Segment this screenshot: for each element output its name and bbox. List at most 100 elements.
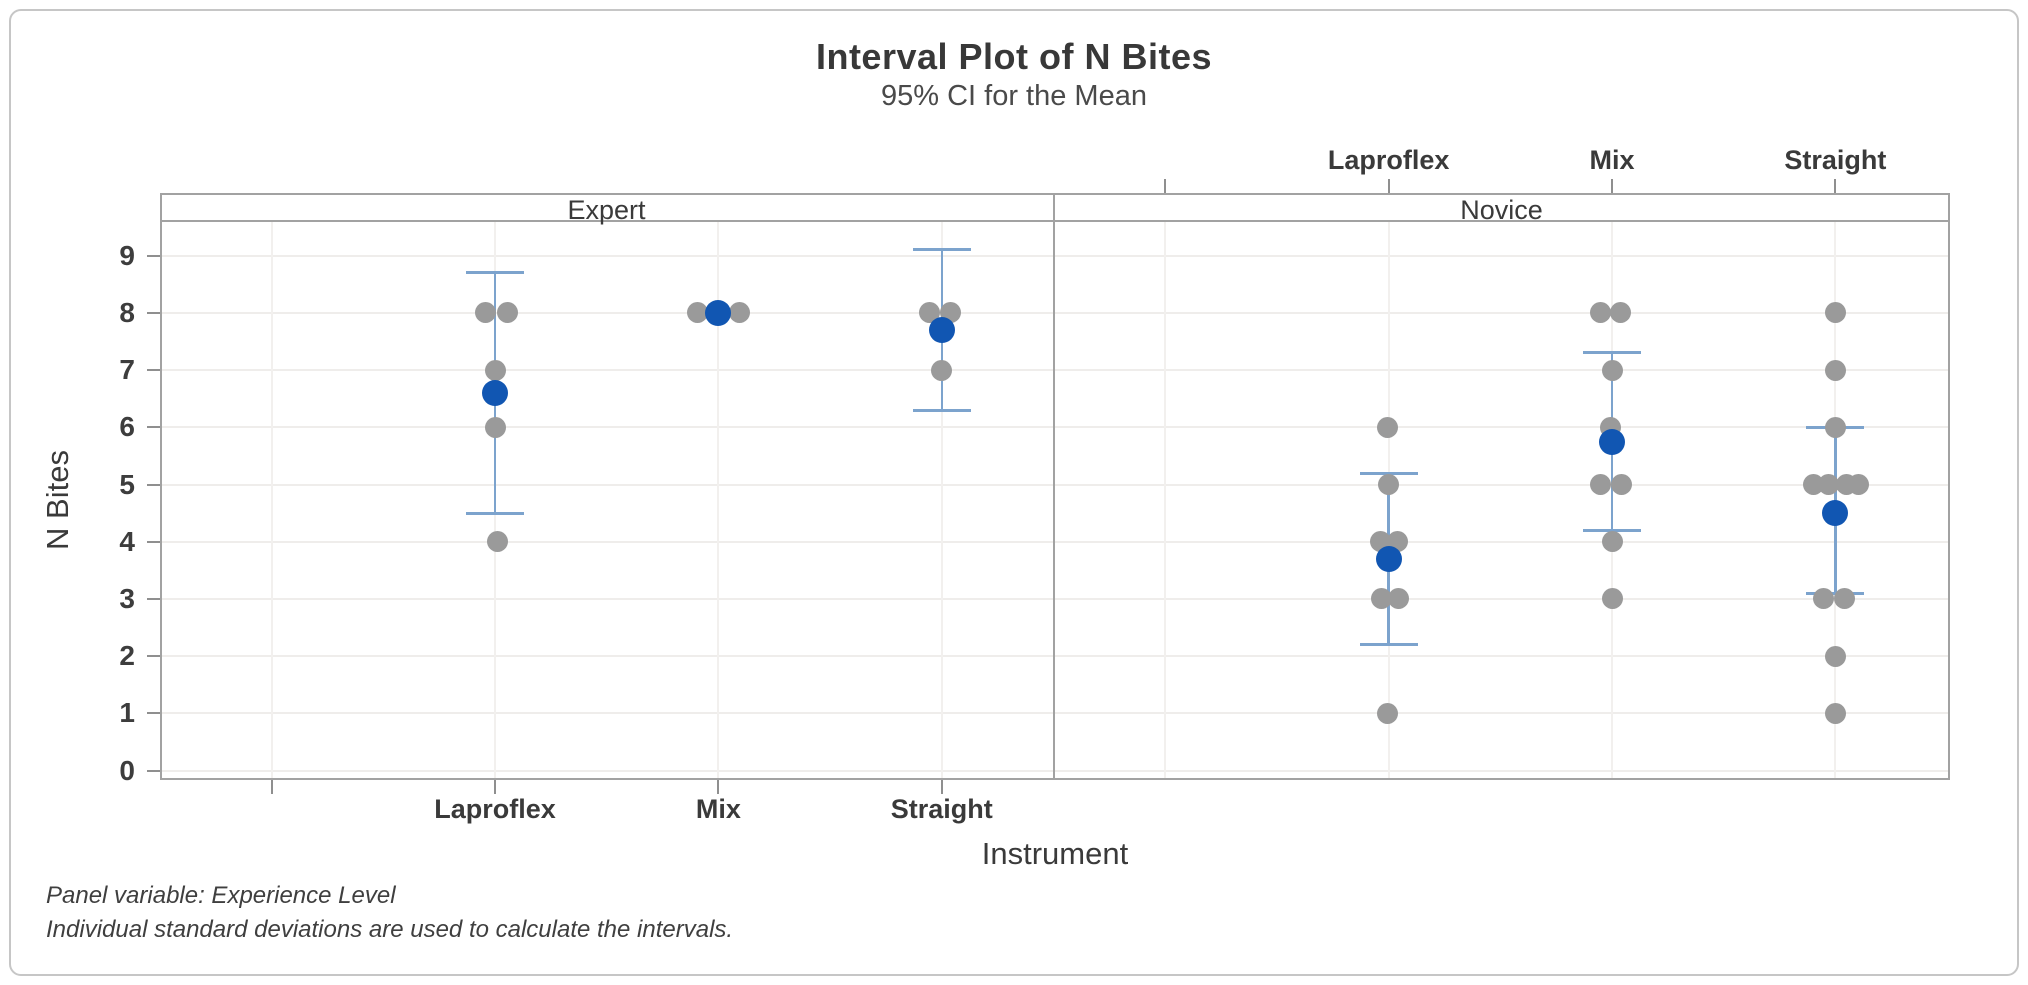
y-tick-label: 7 [119,354,135,386]
y-tick-label: 8 [119,296,135,328]
data-point [931,359,953,381]
y-axis-tick [147,254,160,257]
y-axis-tick [147,426,160,429]
data-point [484,416,506,438]
gridline-horizontal [160,655,1950,658]
data-point [486,531,508,553]
y-tick-label: 4 [119,525,135,557]
gridline-horizontal [160,483,1950,486]
data-point [686,302,708,324]
data-point [1817,474,1839,495]
data-point [1824,645,1846,667]
x-category-label-bottom: Laproflex [434,794,556,824]
y-axis-tick [147,769,160,772]
confidence-interval-cap [1359,471,1418,475]
gridline-horizontal [160,712,1950,715]
data-point [474,302,496,324]
figure-border [9,9,2019,976]
data-point [1824,359,1846,381]
gridline-horizontal [160,426,1950,429]
gridline-horizontal [160,769,1950,772]
panel-divider-line [1053,195,1055,778]
data-point [1610,474,1632,495]
data-point [1589,302,1611,324]
data-point [1609,302,1631,324]
gridline-vertical [717,221,720,780]
data-point [1601,359,1623,381]
x-axis-tick-top [1834,179,1837,193]
data-point [1589,474,1611,495]
y-axis-tick [147,655,160,658]
chart-title: Interval Plot of N Bites [815,36,1213,77]
data-point [1812,588,1834,610]
x-axis-tick-bottom [270,780,273,794]
confidence-interval-cap [466,271,524,275]
gridline-horizontal [160,311,1950,314]
confidence-interval-cap [1359,643,1418,647]
gridline-vertical [1164,221,1167,780]
gridline-horizontal [160,597,1950,600]
gridline-vertical [270,221,273,780]
mean-point [928,317,955,344]
confidence-interval-cap [1583,528,1641,532]
y-axis-tick [147,597,160,600]
mean-point [482,379,508,406]
confidence-interval-cap [912,408,971,412]
confidence-interval-cap [912,248,971,252]
data-point [1601,531,1623,553]
data-point [1824,416,1846,438]
data-point [728,302,750,324]
mean-point [1822,500,1849,527]
data-point [496,302,518,324]
y-axis-tick [147,540,160,543]
data-point [1824,702,1846,724]
data-point [1377,416,1399,438]
y-tick-label: 3 [119,582,135,614]
x-category-label-top: Laproflex [1327,145,1450,175]
gridline-vertical [940,221,943,780]
data-point [1371,588,1393,610]
y-axis-tick [147,369,160,372]
mean-point [1599,428,1625,455]
footnote-panel-variable: Panel variable: Experience Level [46,882,396,909]
x-axis-tick-top [1164,179,1167,193]
y-tick-label: 0 [119,754,135,786]
gridline-horizontal [160,254,1950,257]
x-category-label-top: Mix [1589,145,1635,175]
panel-label-novice: Novice [1460,195,1543,225]
y-tick-label: 9 [119,239,135,271]
x-axis-tick-bottom [940,780,943,794]
mean-point [1375,545,1402,572]
x-axis-tick-top [1611,179,1613,193]
data-point [484,359,506,381]
x-axis-tick-top [1387,179,1390,193]
data-point [1388,588,1410,610]
panel-header-band [162,195,1948,222]
data-point [1824,302,1846,324]
x-category-label-bottom: Mix [695,794,741,824]
mean-point [705,299,732,326]
y-tick-label: 2 [119,640,135,672]
y-axis-tick [147,483,160,486]
chart-subtitle: 95% CI for the Mean [881,80,1147,112]
x-axis-title: Instrument [981,836,1129,871]
y-axis-tick [147,311,160,314]
y-tick-label: 6 [119,411,135,443]
y-axis-tick [147,712,160,715]
confidence-interval-cap [466,511,524,515]
y-tick-label: 5 [119,468,135,500]
plot-area [160,193,1950,780]
panel-label-expert: Expert [567,195,646,225]
x-axis-tick-bottom [717,780,720,794]
x-axis-tick-bottom [494,780,496,794]
x-category-label-top: Straight [1784,145,1887,175]
y-tick-label: 1 [119,697,135,729]
footnote-stddev-note: Individual standard deviations are used … [46,916,734,943]
y-axis-title: N Bites [40,450,75,550]
data-point [1601,588,1623,610]
confidence-interval-cap [1583,351,1641,355]
data-point [1378,474,1400,495]
gridline-horizontal [160,369,1950,372]
